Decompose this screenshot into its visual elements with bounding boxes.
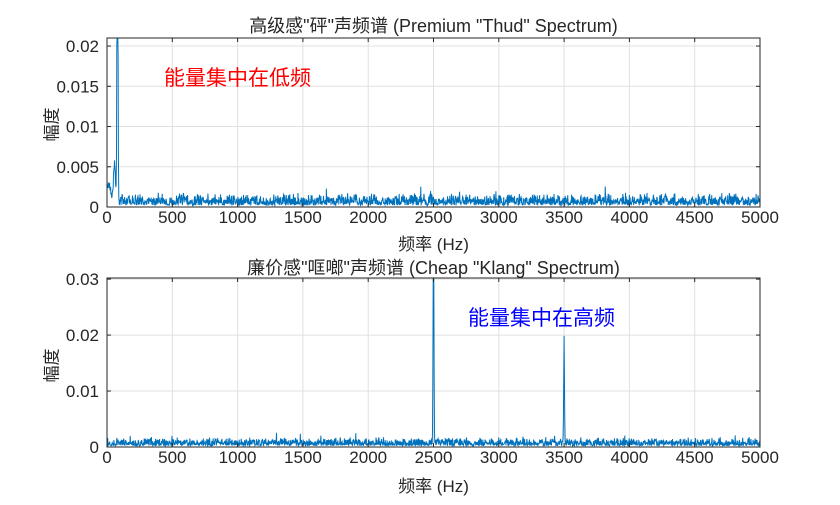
x-tick-label: 3500 bbox=[545, 208, 583, 227]
x-tick-label: 2000 bbox=[349, 208, 387, 227]
x-tick-label: 0 bbox=[102, 448, 111, 467]
x-tick-label: 1500 bbox=[284, 448, 322, 467]
x-tick-label: 4500 bbox=[676, 448, 714, 467]
x-tick-label: 1500 bbox=[284, 208, 322, 227]
x-tick-label: 1000 bbox=[219, 448, 257, 467]
y-tick-label: 0.03 bbox=[66, 270, 99, 289]
premium-thud-spectrum bbox=[106, 37, 761, 208]
x-tick-label: 500 bbox=[158, 208, 186, 227]
x-tick-label: 4000 bbox=[610, 208, 648, 227]
y-tick-label: 0 bbox=[90, 438, 99, 457]
y-tick-label: 0.02 bbox=[66, 37, 99, 56]
x-tick-label: 4500 bbox=[676, 208, 714, 227]
x-tick-label: 3000 bbox=[480, 448, 518, 467]
x-tick-label: 2000 bbox=[349, 448, 387, 467]
bottom-x-axis-label: 频率 (Hz) bbox=[398, 477, 469, 496]
x-tick-label: 2500 bbox=[415, 448, 453, 467]
annotation-high-freq: 能量集中在高频 bbox=[468, 307, 615, 330]
x-tick-label: 1000 bbox=[219, 208, 257, 227]
x-tick-label: 4000 bbox=[610, 448, 648, 467]
y-tick-label: 0.02 bbox=[66, 326, 99, 345]
x-tick-label: 5000 bbox=[741, 448, 779, 467]
top-y-axis-label: 幅度 bbox=[42, 107, 62, 142]
bottom-y-axis-label: 幅度 bbox=[42, 348, 62, 383]
x-tick-label: 2500 bbox=[415, 208, 453, 227]
top-x-axis-label: 频率 (Hz) bbox=[398, 235, 469, 254]
bottom-plot-title: 廉价感"哐啷"声频谱 (Cheap "Klang" Spectrum) bbox=[247, 258, 620, 278]
y-tick-label: 0.015 bbox=[56, 77, 99, 96]
x-tick-label: 5000 bbox=[741, 208, 779, 227]
x-tick-label: 3000 bbox=[480, 208, 518, 227]
y-tick-label: 0.01 bbox=[66, 118, 99, 137]
x-tick-label: 0 bbox=[102, 208, 111, 227]
annotation-low-freq: 能量集中在低频 bbox=[164, 67, 311, 90]
top-plot-title: 高级感"砰"声频谱 (Premium "Thud" Spectrum) bbox=[249, 16, 618, 36]
y-tick-label: 0 bbox=[90, 198, 99, 217]
y-tick-label: 0.01 bbox=[66, 382, 99, 401]
x-tick-label: 500 bbox=[158, 448, 186, 467]
y-tick-label: 0.005 bbox=[56, 158, 99, 177]
x-tick-label: 3500 bbox=[545, 448, 583, 467]
